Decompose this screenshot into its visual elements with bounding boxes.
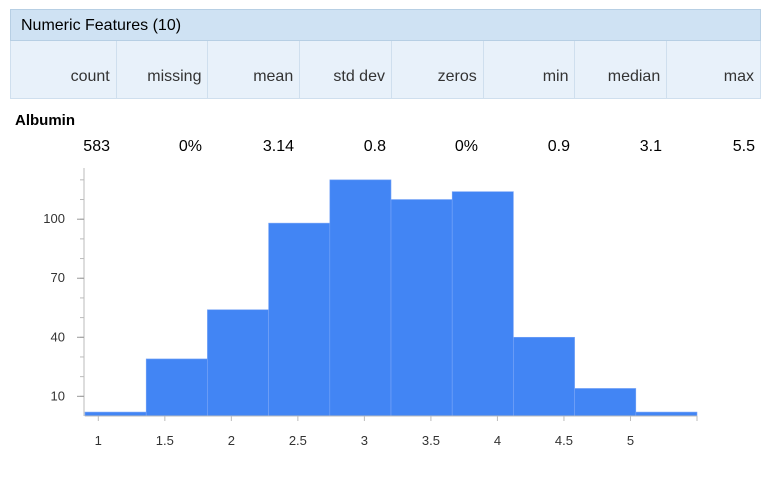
column-header-missing[interactable]: missing <box>117 41 209 98</box>
histogram-bar <box>329 179 392 417</box>
histogram-bar <box>145 358 208 417</box>
x-tick-label: 4.5 <box>555 433 573 448</box>
stat-mean: 3.14 <box>262 138 294 155</box>
stats-column-headers: count missing mean std dev zeros min med… <box>10 41 761 99</box>
stat-min: 0.9 <box>547 138 570 155</box>
x-tick-label: 1.5 <box>156 433 174 448</box>
histogram-bar <box>451 191 514 417</box>
x-tick-label: 1 <box>95 433 102 448</box>
panel-title: Numeric Features (10) <box>21 17 182 34</box>
y-tick-label: 40 <box>51 329 65 344</box>
histogram-bar <box>84 411 147 417</box>
feature-name: Albumin <box>15 112 75 129</box>
stat-count: 583 <box>83 138 110 155</box>
histogram-bar <box>574 388 637 417</box>
stat-median: 3.1 <box>639 138 662 155</box>
stat-zeros: 0% <box>454 138 478 155</box>
column-header-min[interactable]: min <box>484 41 576 98</box>
panel-header: Numeric Features (10) <box>10 9 761 41</box>
histogram-bar <box>635 411 698 417</box>
histogram-bar <box>390 199 453 417</box>
stat-std-dev: 0.8 <box>363 138 386 155</box>
x-tick-label: 4 <box>494 433 501 448</box>
x-tick-label: 2 <box>228 433 235 448</box>
x-tick-label: 3.5 <box>422 433 440 448</box>
x-tick-label: 3 <box>361 433 368 448</box>
y-tick-label: 70 <box>51 270 65 285</box>
histogram-chart: 10 40 70 100 1 1.5 2 2.5 3 3.5 4 4.5 5 <box>43 168 698 448</box>
stat-missing: 0% <box>178 138 202 155</box>
y-tick-label: 10 <box>51 388 65 403</box>
x-tick-label: 5 <box>627 433 634 448</box>
feature-stats-row: 583 0% 3.14 0.8 0% 0.9 3.1 5.5 <box>10 138 761 158</box>
histogram-bar <box>207 309 269 417</box>
column-header-std-dev[interactable]: std dev <box>300 41 392 98</box>
column-header-max[interactable]: max <box>723 68 754 85</box>
column-header-median[interactable]: median <box>575 41 668 98</box>
histogram-bar <box>513 336 575 417</box>
stat-max: 5.5 <box>732 138 755 155</box>
y-tick-label: 100 <box>43 211 65 226</box>
histogram-bar <box>268 222 331 417</box>
column-header-zeros[interactable]: zeros <box>392 41 484 98</box>
column-header-count[interactable]: count <box>11 41 117 98</box>
x-tick-label: 2.5 <box>289 433 307 448</box>
column-header-mean[interactable]: mean <box>208 41 301 98</box>
